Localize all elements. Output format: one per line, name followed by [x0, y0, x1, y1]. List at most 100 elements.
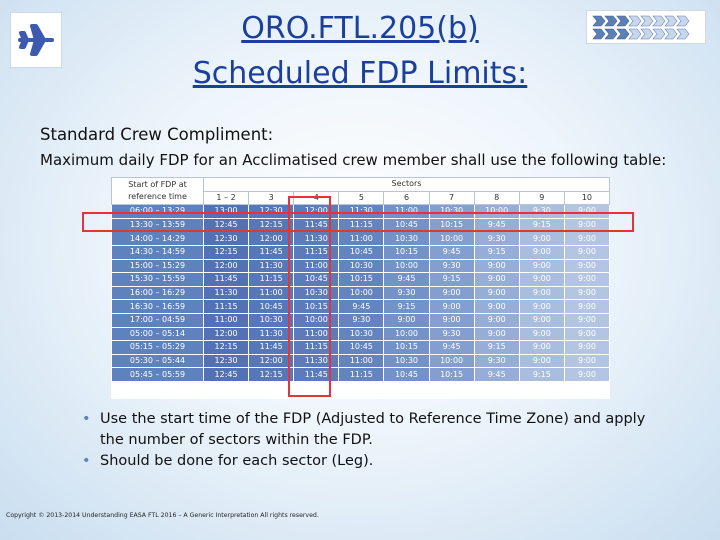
fdp-value-cell: 11:30: [293, 353, 340, 369]
fdp-value-cell: 11:15: [338, 217, 385, 233]
table-row: 05:15 – 05:29 12:15 11:45 11:15 10:45 10:15 9:…: [111, 340, 610, 355]
fdp-value-cell: 12:00: [248, 353, 295, 369]
fdp-value-cell: 12:00: [202, 326, 250, 342]
fdp-value-cell: 9:00: [518, 244, 565, 260]
start-time-cell: 05:00 – 05:14: [111, 326, 204, 342]
sector-column-header: 1 – 2: [202, 190, 250, 206]
fdp-value-cell: 9:00: [563, 340, 610, 355]
start-time-cell: 15:00 – 15:29: [111, 258, 204, 274]
fdp-value-cell: 11:45: [248, 340, 295, 355]
fdp-value-cell: 10:15: [293, 299, 340, 314]
fdp-value-cell: 12:45: [202, 217, 250, 233]
start-time-cell: 05:45 – 05:59: [111, 367, 204, 382]
fdp-value-cell: 11:00: [202, 312, 250, 328]
sector-column-header: 8: [473, 190, 520, 206]
fdp-value-cell: 11:15: [338, 367, 385, 382]
page-title: ORO.FTL.205(b) Scheduled FDP Limits:: [0, 6, 720, 96]
fdp-value-cell: 9:00: [518, 312, 565, 328]
fdp-value-cell: 10:45: [383, 217, 430, 233]
fdp-value-cell: 11:45: [248, 244, 295, 260]
fdp-value-cell: 12:00: [248, 231, 295, 246]
fdp-value-cell: 10:00: [383, 326, 430, 342]
table-row: 05:30 – 05:44 12:30 12:00 11:30 11:00 10:30 10…: [111, 353, 610, 369]
start-time-header-line-1: Start of FDP at: [128, 180, 187, 190]
fdp-value-cell: 9:00: [518, 353, 565, 369]
start-time-cell: 16:00 – 16:29: [111, 285, 204, 301]
fdp-value-cell: 9:00: [563, 272, 610, 287]
fdp-value-cell: 9:00: [563, 244, 610, 260]
fdp-value-cell: 12:00: [202, 258, 250, 274]
copyright-footer: Copyright © 2013-2014 Understanding EASA…: [6, 512, 319, 519]
fdp-value-cell: 13:00: [202, 204, 250, 219]
start-time-cell: 14:00 – 14:29: [111, 231, 204, 246]
fdp-value-cell: 9:00: [518, 231, 565, 246]
fdp-value-cell: 9:00: [563, 326, 610, 342]
fdp-value-cell: 12:15: [202, 244, 250, 260]
fdp-value-cell: 10:30: [248, 312, 295, 328]
fdp-value-cell: 11:30: [248, 326, 295, 342]
instruction-2-line-1: Should be done for each sector (Leg).: [100, 453, 374, 469]
table-row: 05:45 – 05:59 12:45 12:15 11:45 11:15 10:45 10…: [111, 367, 610, 382]
fdp-value-cell: 9:00: [518, 285, 565, 301]
fdp-value-cell: 9:45: [473, 217, 520, 233]
fdp-value-cell: 12:15: [202, 340, 250, 355]
sector-column-header: 7: [428, 190, 475, 206]
fdp-value-cell: 10:45: [293, 272, 340, 287]
fdp-value-cell: 9:00: [428, 285, 475, 301]
fdp-value-cell: 10:30: [383, 353, 430, 369]
fdp-value-cell: 10:00: [383, 258, 430, 274]
fdp-value-cell: 11:00: [338, 353, 385, 369]
table-row: 16:30 – 16:59 11:15 10:45 10:15 9:45 9:15 9:00…: [111, 299, 610, 314]
fdp-value-cell: 10:15: [338, 272, 385, 287]
instruction-1-line-1: Use the start time of the FDP (Adjusted …: [100, 411, 646, 427]
fdp-value-cell: 9:00: [428, 312, 475, 328]
fdp-value-cell: 9:00: [563, 231, 610, 246]
airplane-icon: [18, 24, 54, 56]
start-time-cell: 15:30 – 15:59: [111, 272, 204, 287]
fdp-value-cell: 10:30: [338, 326, 385, 342]
fdp-value-cell: 9:00: [563, 299, 610, 314]
instructions-list: • Use the start time of the FDP (Adjuste…: [82, 409, 682, 472]
fdp-value-cell: 12:45: [202, 367, 250, 382]
fdp-value-cell: 9:00: [473, 272, 520, 287]
fdp-value-cell: 10:45: [383, 367, 430, 382]
start-time-cell: 17:00 – 04:59: [111, 312, 204, 328]
fdp-value-cell: 9:00: [473, 258, 520, 274]
start-time-cell: 05:30 – 05:44: [111, 353, 204, 369]
fdp-value-cell: 10:00: [428, 353, 475, 369]
fdp-value-cell: 10:15: [383, 244, 430, 260]
fdp-value-cell: 12:30: [202, 231, 250, 246]
start-time-cell: 13:30 – 13:59: [111, 217, 204, 233]
fdp-value-cell: 9:30: [473, 353, 520, 369]
sector-column-header: 5: [338, 190, 385, 206]
fdp-value-cell: 9:45: [383, 272, 430, 287]
fdp-value-cell: 12:15: [248, 217, 295, 233]
fdp-value-cell: 11:45: [293, 217, 340, 233]
table-row: 13:30 – 13:59 12:45 12:15 11:45 11:15 10:45 10…: [111, 217, 610, 233]
fdp-table-container: Start of FDP at reference time Sectors 1…: [111, 177, 610, 399]
fdp-value-cell: 9:30: [428, 326, 475, 342]
fdp-value-cell: 12:15: [248, 367, 295, 382]
fdp-table-body: 06:00 – 13:29 13:00 12:30 12:00 11:30 11:00 10…: [111, 204, 610, 382]
title-line-1: ORO.FTL.205(b): [241, 11, 479, 46]
start-time-header: Start of FDP at reference time: [111, 177, 204, 206]
intro-text: Maximum daily FDP for an Acclimatised cr…: [40, 151, 667, 169]
fdp-value-cell: 9:15: [518, 367, 565, 382]
fdp-value-cell: 9:00: [518, 258, 565, 274]
fdp-value-cell: 11:30: [248, 258, 295, 274]
table-row: 14:30 – 14:59 12:15 11:45 11:15 10:45 10:15 9:…: [111, 244, 610, 260]
fdp-value-cell: 10:30: [338, 258, 385, 274]
start-time-header-line-2: reference time: [128, 192, 187, 202]
instruction-item-1: • Use the start time of the FDP (Adjuste…: [82, 409, 682, 451]
fdp-value-cell: 11:30: [202, 285, 250, 301]
highlight-row-box: [82, 212, 634, 232]
fdp-value-cell: 9:15: [383, 299, 430, 314]
fdp-value-cell: 10:15: [428, 367, 475, 382]
fdp-value-cell: 9:45: [473, 367, 520, 382]
fdp-value-cell: 11:45: [293, 367, 340, 382]
sector-column-header: 10: [563, 190, 610, 206]
fdp-value-cell: 9:00: [473, 299, 520, 314]
fdp-value-cell: 11:15: [248, 272, 295, 287]
fdp-value-cell: 10:30: [428, 204, 475, 219]
fdp-value-cell: 11:15: [202, 299, 250, 314]
